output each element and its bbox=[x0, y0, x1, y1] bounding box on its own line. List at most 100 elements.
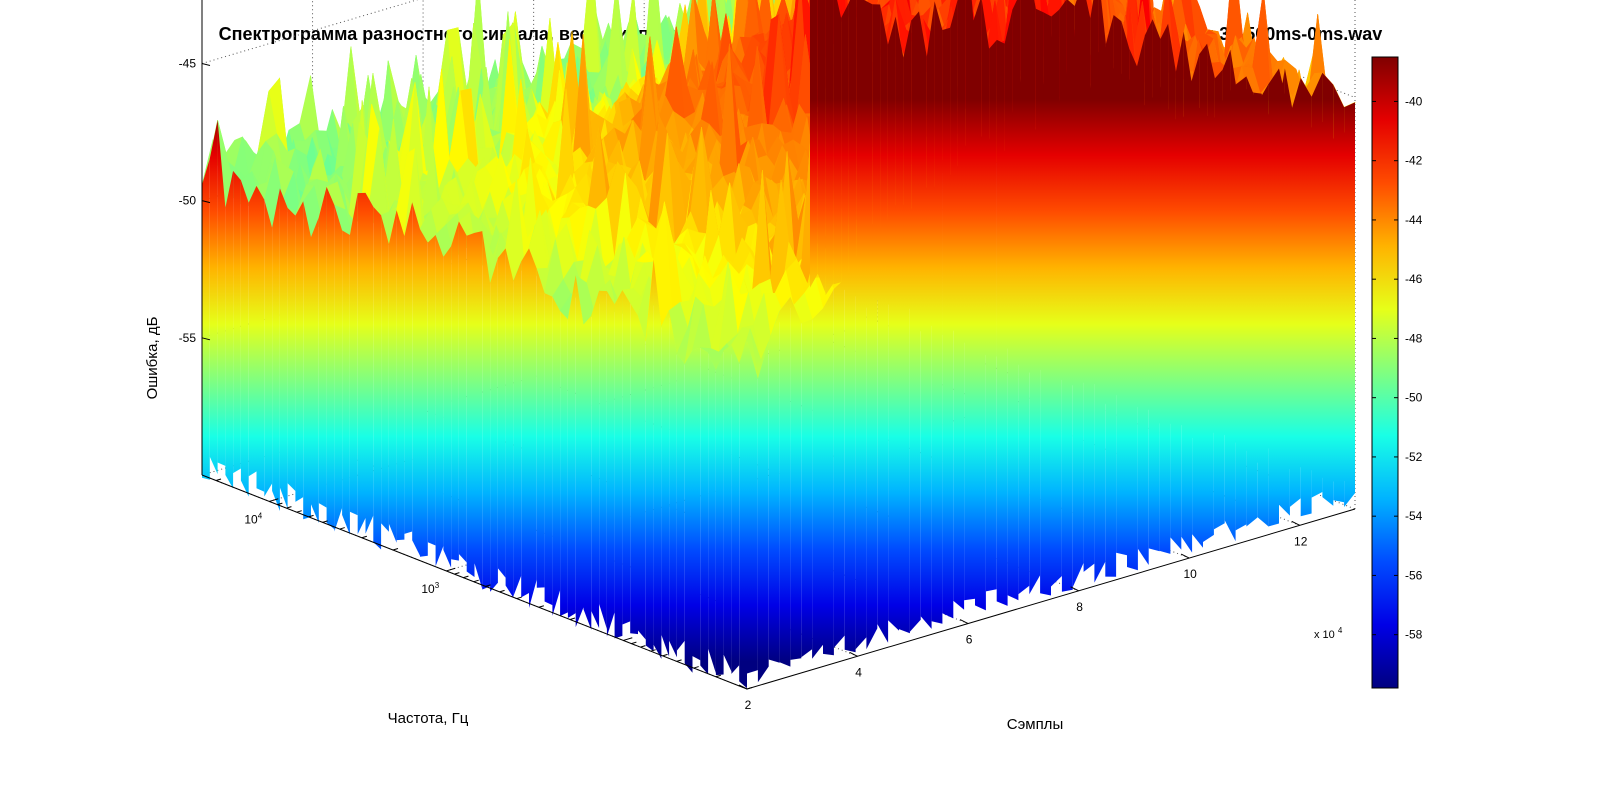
surface-wall-front bbox=[1007, 64, 1019, 601]
y-tick-label: 103 bbox=[421, 581, 439, 596]
surface-wall-left bbox=[248, 185, 257, 477]
y-minor-tick bbox=[662, 653, 668, 657]
surface-wall-front bbox=[931, 159, 943, 624]
surface-wall-left bbox=[443, 246, 452, 568]
x-axis-label: Сэмплы bbox=[1007, 716, 1063, 733]
surface-wall-right bbox=[825, 0, 834, 296]
surface-wall-front bbox=[985, 128, 997, 592]
surface-wall-left bbox=[513, 261, 522, 597]
y-minor-tick bbox=[676, 659, 682, 662]
surface-wall-left bbox=[490, 257, 498, 592]
surface-wall-left bbox=[700, 347, 709, 675]
surface-wall-front bbox=[768, 311, 780, 663]
surface-wall-left bbox=[661, 310, 670, 657]
surface-wall-left bbox=[692, 347, 701, 661]
surface-wall-front bbox=[1192, 96, 1203, 548]
colorbar-tick-label: -58 bbox=[1405, 628, 1423, 642]
surface-wall-front bbox=[964, 145, 975, 601]
surface-wall-front bbox=[812, 308, 823, 659]
y-minor-tick bbox=[215, 478, 222, 481]
surface-wall-front bbox=[1235, 76, 1247, 531]
surface-wall-front bbox=[1181, 96, 1193, 553]
surface-wall-front bbox=[1333, 84, 1345, 503]
surface-wall-front bbox=[844, 261, 856, 653]
surface-wall-left bbox=[420, 229, 428, 557]
surface-wall-left bbox=[435, 235, 444, 567]
surface-wall-front bbox=[1311, 72, 1323, 498]
surface-wall-left bbox=[396, 210, 405, 541]
surface-wall-front bbox=[823, 288, 834, 656]
x-tick-label: 2 bbox=[745, 698, 752, 712]
surface-wall-left bbox=[614, 290, 623, 639]
surface-wall-left bbox=[233, 170, 241, 474]
surface-wall-front bbox=[866, 213, 878, 650]
surface-wall-front bbox=[1344, 102, 1355, 508]
surface-wall-left bbox=[560, 311, 568, 616]
surface-wall-left bbox=[427, 235, 436, 546]
z-tick-label: -50 bbox=[179, 194, 197, 208]
surface-wall-left bbox=[342, 230, 350, 535]
surface-wall-left bbox=[575, 275, 584, 628]
surface-wall-front bbox=[1322, 72, 1334, 506]
surface-wall-front bbox=[1224, 84, 1236, 542]
surface-wall-left bbox=[256, 185, 265, 492]
y-minor-tick bbox=[715, 674, 721, 678]
y-minor-tick bbox=[339, 527, 345, 530]
surface-wall-left bbox=[583, 315, 592, 630]
colorbar-tick-label: -40 bbox=[1405, 94, 1423, 108]
surface-wall-left bbox=[715, 351, 724, 676]
surface-wall-front bbox=[801, 319, 813, 658]
surface-wall-front bbox=[1127, 72, 1138, 571]
surface-wall-front bbox=[1213, 96, 1225, 530]
surface-wall-front bbox=[1083, 55, 1095, 572]
surface-wall-right bbox=[848, 0, 857, 298]
surface-wall-front bbox=[1159, 85, 1171, 554]
surface-wall-left bbox=[723, 344, 732, 672]
x-tick bbox=[959, 619, 969, 624]
surface-wall-front bbox=[1029, 108, 1041, 595]
surface-wall-left bbox=[388, 210, 397, 543]
surface-wall-left bbox=[669, 310, 677, 658]
surface-wall-left bbox=[225, 170, 234, 489]
x-tick-label: 8 bbox=[1076, 600, 1083, 614]
colorbar-tick-label: -48 bbox=[1405, 331, 1423, 345]
colorbar: -40 -42 -44 -46 -48 -50 -52 -54 -56 -58 bbox=[1371, 56, 1423, 689]
surface-wall-front bbox=[779, 297, 791, 667]
surface-wall-left bbox=[373, 206, 382, 550]
surface-wall-front bbox=[757, 341, 769, 683]
x-tick bbox=[1180, 553, 1190, 559]
surface-wall-right bbox=[833, 0, 842, 285]
y-tick-label: 104 bbox=[244, 511, 262, 526]
y-minor-tick bbox=[473, 579, 479, 583]
surface-wall-left bbox=[622, 290, 631, 625]
surface-wall-front bbox=[1289, 78, 1301, 507]
x-tick bbox=[849, 651, 858, 657]
x-tick-label: 12 bbox=[1294, 534, 1308, 548]
y-minor-tick bbox=[463, 575, 469, 579]
surface-wall-left bbox=[567, 275, 576, 618]
x-multiplier: x 10 4 bbox=[1314, 626, 1343, 641]
surface-wall-left bbox=[653, 259, 662, 659]
colorbar-tick-label: -56 bbox=[1405, 568, 1423, 582]
surface-wall-front bbox=[1246, 76, 1258, 527]
surface-wall-left bbox=[708, 352, 716, 674]
surface-wall-left bbox=[381, 215, 389, 532]
surface-wall-front bbox=[1148, 85, 1160, 552]
colorbar-tick-label: -50 bbox=[1405, 391, 1423, 405]
surface-wall-front bbox=[920, 174, 932, 629]
colorbar-tick-label: -44 bbox=[1405, 213, 1423, 227]
y-minor-tick bbox=[538, 605, 544, 608]
y-minor-tick bbox=[296, 510, 302, 513]
surface-wall-front bbox=[975, 128, 986, 611]
surface-wall-left bbox=[357, 192, 366, 535]
surface-wall-left bbox=[552, 296, 561, 616]
x-tick-label: 4 bbox=[855, 665, 862, 679]
surface-wall-front bbox=[1170, 115, 1182, 550]
surface-wall-front bbox=[899, 198, 910, 634]
y-axis-label: Частота, Гц bbox=[388, 710, 469, 727]
surface-wall-left bbox=[311, 217, 319, 523]
surface-wall-left bbox=[287, 207, 296, 491]
x-tick bbox=[1291, 520, 1300, 526]
surface-wall-left bbox=[606, 291, 615, 637]
